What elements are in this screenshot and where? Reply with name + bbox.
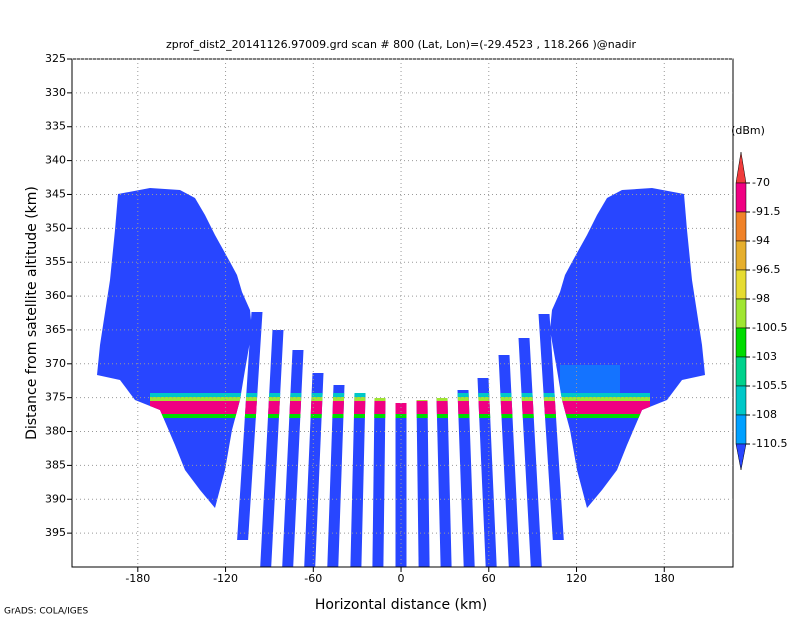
colorbar-label: -94 [752,234,770,247]
colorbar-segment [735,356,747,387]
y-tick-label: 380 [45,425,66,438]
colorbar-segment [735,327,747,358]
colorbar-label: -70 [752,176,770,189]
surface-echo [150,401,650,414]
echo-edge [150,393,650,397]
colorbar-unit: (dBm) [731,124,765,137]
colorbar-label: -105.5 [752,379,787,392]
chart-title: zprof_dist2_20141126.97009.grd scan # 80… [166,38,637,51]
x-tick-label: 180 [654,572,675,585]
y-tick-label: 365 [45,323,66,336]
x-tick-label: 0 [398,572,405,585]
y-tick-label: 355 [45,255,66,268]
colorbar-label: -103 [752,350,777,363]
x-axis-label: Horizontal distance (km) [315,597,487,613]
colorbar-segment [735,211,747,242]
echo-edge [150,414,650,418]
x-tick-label: -60 [304,572,322,585]
y-tick-label: 335 [45,120,66,133]
y-tick-label: 385 [45,458,66,471]
colorbar-segment [735,414,747,445]
colorbar-label: -108 [752,408,777,421]
y-tick-label: 330 [45,86,66,99]
y-tick-label: 345 [45,187,66,200]
colorbar-label: -100.5 [752,321,787,334]
colorbar-segment [735,151,747,184]
plot-frame [71,58,734,568]
y-tick-label: 340 [45,154,66,167]
y-tick-label: 370 [45,357,66,370]
colorbar-segment [735,269,747,300]
colorbar-segment [735,240,747,271]
y-tick-label: 350 [45,221,66,234]
colorbar-label: -91.5 [752,205,780,218]
field-patch [560,365,620,393]
colorbar-label: -96.5 [752,263,780,276]
y-axis-label: Distance from satellite altitude (km) [24,186,40,440]
colorbar-segment [735,182,747,213]
footer: GrADS: COLA/IGES [4,607,88,617]
x-tick-label: 60 [482,572,496,585]
field-fill [97,188,705,567]
colorbar-segment [735,385,747,416]
colorbar-label: -110.5 [752,437,787,450]
x-tick-label: -180 [125,572,150,585]
y-tick-label: 325 [45,52,66,65]
x-tick-label: -120 [213,572,238,585]
y-tick-label: 390 [45,492,66,505]
x-tick-label: 120 [566,572,587,585]
colorbar-segment [735,443,747,471]
y-tick-label: 360 [45,289,66,302]
colorbar-label: -98 [752,292,770,305]
y-tick-label: 395 [45,526,66,539]
radar-field [97,188,705,567]
y-tick-label: 375 [45,391,66,404]
colorbar-segment [735,298,747,329]
